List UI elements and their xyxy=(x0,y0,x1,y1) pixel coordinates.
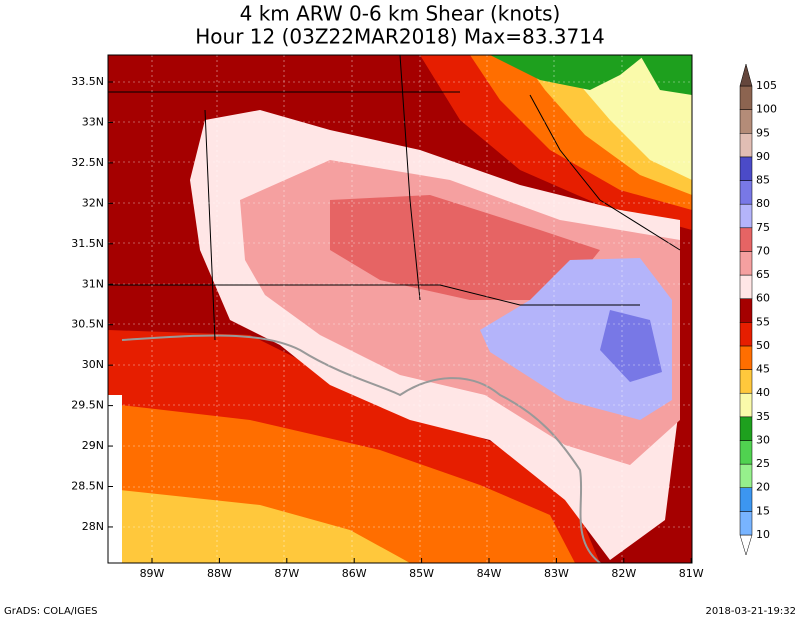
colorbar-label: 20 xyxy=(756,481,770,494)
colorbar-box xyxy=(739,463,753,488)
lat-label: 31N xyxy=(82,277,104,290)
colorbar-label: 70 xyxy=(756,244,770,257)
lat-label: 30.5N xyxy=(71,318,104,331)
colorbar-box xyxy=(739,416,753,441)
colorbar-box xyxy=(739,487,753,512)
lon-label: 88W xyxy=(207,567,232,580)
lat-label: 28.5N xyxy=(71,480,104,493)
lon-label: 87W xyxy=(274,567,299,580)
lat-axis: 33.5N 33N 32.5N 32N 31.5N 31N 30.5N 30N 29.5N 29N… xyxy=(71,75,113,533)
colorbar-box xyxy=(739,298,753,323)
colorbar-box xyxy=(739,392,753,418)
lat-label: 28N xyxy=(82,520,104,533)
lon-label: 83W xyxy=(544,567,569,580)
colorbar-label: 60 xyxy=(756,292,770,305)
lon-label: 86W xyxy=(342,567,367,580)
colorbar-label: 100 xyxy=(756,103,777,116)
map-shading xyxy=(108,55,692,563)
colorbar-box xyxy=(739,227,753,252)
lon-label: 89W xyxy=(140,567,165,580)
colorbar: 10 15 20 25 30 35 40 45 50 55 60 65 70 75 80 85 90 95 100 1… xyxy=(739,63,777,556)
lon-label: 81W xyxy=(679,567,704,580)
colorbar-label: 95 xyxy=(756,126,770,139)
lat-label: 32.5N xyxy=(71,156,104,169)
colorbar-label: 10 xyxy=(756,528,770,541)
colorbar-label: 30 xyxy=(756,433,770,446)
colorbar-label: 40 xyxy=(756,386,770,399)
lat-label: 33N xyxy=(82,115,104,128)
lon-axis: 89W 88W 87W 86W 85W 84W 83W 82W 81W xyxy=(140,558,704,580)
colorbar-arrow xyxy=(739,63,753,87)
lat-label: 31.5N xyxy=(71,237,104,250)
footer-right: 2018-03-21-19:32 xyxy=(705,606,796,617)
colorbar-box xyxy=(739,133,753,158)
lat-label: 29.5N xyxy=(71,399,104,412)
colorbar-box xyxy=(739,345,753,370)
footer-left: GrADS: COLA/IGES xyxy=(4,606,98,617)
lat-label: 33.5N xyxy=(71,75,104,88)
lon-label: 82W xyxy=(611,567,636,580)
colorbar-label: 75 xyxy=(756,221,770,234)
map-frame xyxy=(107,54,693,564)
colorbar-label: 65 xyxy=(756,268,770,281)
title: 4 km ARW 0-6 km Shear (knots) xyxy=(240,2,561,26)
lat-label: 32N xyxy=(82,196,104,209)
colorbar-box xyxy=(739,180,753,205)
colorbar-label: 90 xyxy=(756,150,770,163)
lat-label: 29N xyxy=(82,439,104,452)
lon-label: 85W xyxy=(409,567,434,580)
colorbar-box xyxy=(739,322,753,347)
colorbar-box xyxy=(739,203,753,229)
lat-label: 30N xyxy=(82,358,104,371)
colorbar-box xyxy=(739,109,753,134)
colorbar-label: 15 xyxy=(756,504,770,517)
colorbar-arrow xyxy=(739,534,753,556)
colorbar-label: 50 xyxy=(756,339,770,352)
colorbar-label: 35 xyxy=(756,410,770,423)
lon-label: 84W xyxy=(477,567,502,580)
colorbar-label: 25 xyxy=(756,457,770,470)
colorbar-label: 80 xyxy=(756,197,770,210)
colorbar-box xyxy=(739,369,753,394)
colorbar-box xyxy=(739,251,753,276)
colorbar-box xyxy=(739,440,753,465)
colorbar-label: 85 xyxy=(756,174,770,187)
subtitle: Hour 12 (03Z22MAR2018) Max=83.3714 xyxy=(195,25,604,49)
colorbar-box xyxy=(739,511,753,536)
colorbar-box xyxy=(739,85,753,110)
colorbar-box xyxy=(739,274,753,299)
colorbar-label: 55 xyxy=(756,315,770,328)
colorbar-label: 45 xyxy=(756,363,770,376)
colorbar-label: 105 xyxy=(756,79,777,92)
colorbar-box xyxy=(739,156,753,181)
